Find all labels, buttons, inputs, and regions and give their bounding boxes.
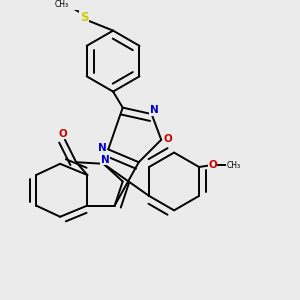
- Text: N: N: [101, 155, 110, 165]
- Text: N: N: [98, 143, 107, 153]
- Text: O: O: [59, 129, 68, 139]
- Text: O: O: [164, 134, 173, 144]
- Text: O: O: [208, 160, 217, 170]
- Text: CH₃: CH₃: [55, 0, 69, 9]
- Text: N: N: [150, 105, 158, 115]
- Text: CH₃: CH₃: [226, 161, 241, 170]
- Text: S: S: [80, 11, 88, 24]
